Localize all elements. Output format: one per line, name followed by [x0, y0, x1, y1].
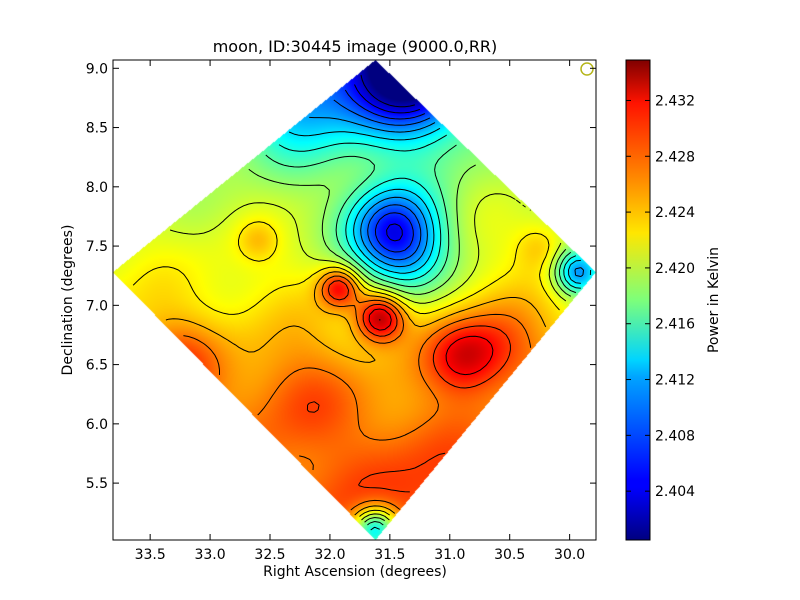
- x-tick-label: 32.0: [314, 547, 345, 563]
- y-axis-ticks: 5.5 6.0 6.5 7.0 7.5 8.0 8.5 9.0: [86, 61, 596, 492]
- contour-line: [132, 221, 560, 517]
- x-tick-label: 33.5: [135, 547, 166, 563]
- x-tick-label: 30.5: [494, 547, 525, 563]
- beam-marker: [580, 62, 594, 76]
- colorbar-tick-label: 2.412: [655, 373, 695, 389]
- y-tick-label: 6.0: [86, 417, 108, 433]
- y-tick-label: 7.0: [86, 298, 108, 314]
- x-tick-label: 32.5: [254, 547, 285, 563]
- contour-line: [333, 99, 431, 261]
- chart-title: moon, ID:30445 image (9000.0,RR): [213, 37, 498, 56]
- contour-line: [360, 74, 415, 108]
- contour-line: [278, 134, 581, 531]
- x-tick-label: 31.5: [374, 547, 405, 563]
- y-tick-label: 6.5: [86, 358, 108, 374]
- y-tick-label: 5.5: [86, 476, 108, 492]
- x-axis-label: Right Ascension (degrees): [263, 564, 447, 580]
- colorbar-tick-label: 2.428: [655, 149, 695, 165]
- y-tick-label: 7.5: [86, 239, 108, 255]
- y-tick-label: 9.0: [86, 61, 108, 77]
- colorbar-tick-label: 2.420: [655, 261, 695, 277]
- contour-line: [306, 280, 511, 493]
- x-tick-label: 31.0: [434, 547, 465, 563]
- plot-area: [113, 60, 596, 540]
- x-tick-label: 30.0: [554, 547, 585, 563]
- contour-line: [248, 164, 572, 523]
- colorbar: [625, 59, 651, 541]
- heatmap-image: [113, 60, 596, 540]
- contour-line: [344, 89, 426, 253]
- contour-line: [169, 193, 567, 521]
- contour-line: [354, 84, 421, 242]
- colorbar-ticks: 2.404 2.408 2.412 2.416 2.420 2.424 2.428 2.432: [626, 93, 695, 500]
- contour-line: [368, 308, 494, 376]
- colorbar-label: Power in Kelvin: [706, 247, 722, 353]
- y-axis-label: Declination (degrees): [60, 225, 76, 376]
- contour-line: [378, 319, 381, 321]
- contour-line: [265, 144, 577, 526]
- plot-frame: [112, 59, 597, 541]
- y-tick-label: 8.0: [86, 180, 108, 196]
- x-axis-ticks: 33.5 33.0 32.5 32.0 31.5 31.0 30.5 30.0: [135, 60, 585, 563]
- contour-lines: [132, 74, 592, 531]
- colorbar-tick-label: 2.432: [655, 93, 695, 109]
- contour-line: [309, 116, 584, 277]
- colorbar-tick-label: 2.404: [655, 484, 695, 500]
- colorbar-tick-label: 2.408: [655, 428, 695, 444]
- contour-line: [165, 271, 547, 516]
- colorbar-tick-label: 2.424: [655, 205, 695, 221]
- x-tick-label: 33.0: [194, 547, 225, 563]
- contour-line: [288, 127, 592, 284]
- colorbar-tick-label: 2.416: [655, 317, 695, 333]
- contour-line: [183, 275, 532, 511]
- y-tick-label: 8.5: [86, 121, 108, 137]
